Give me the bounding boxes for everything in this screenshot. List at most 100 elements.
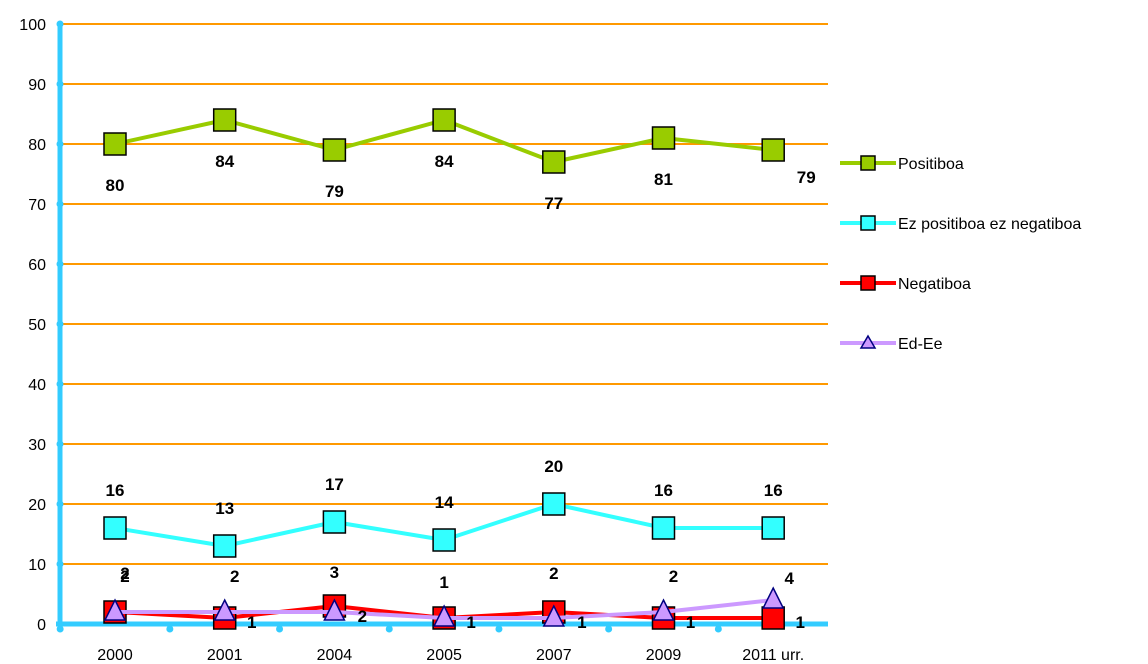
x-tick-mark (714, 625, 722, 633)
legend-label: Negatiboa (898, 276, 971, 293)
data-label-ez-positiboa-ez-negatiboa: 14 (435, 493, 454, 512)
data-label-positiboa: 79 (325, 182, 344, 201)
data-label-ez-positiboa-ez-negatiboa: 20 (544, 457, 563, 476)
legend-item-ez-positiboa-ez-negatiboa: Ez positiboa ez negatiboa (840, 215, 1081, 233)
data-point-positiboa (103, 132, 127, 156)
y-tick-mark (56, 560, 64, 568)
data-point-ez-positiboa-ez-negatiboa (103, 516, 127, 540)
data-label-ez-positiboa-ez-negatiboa: 16 (654, 481, 673, 500)
legend-marker (859, 334, 877, 349)
x-tick-mark (605, 625, 613, 633)
y-tick-mark (56, 260, 64, 268)
data-point-positiboa (322, 138, 347, 162)
data-label-ed-ee: 1 (439, 573, 448, 592)
data-label-negatiboa: 2 (549, 564, 558, 583)
data-point-ez-positiboa-ez-negatiboa (212, 534, 237, 558)
data-point-ed-ee (542, 604, 566, 627)
data-label-ed-ee: 2 (669, 567, 678, 586)
data-point-negatiboa (761, 606, 785, 630)
data-point-ed-ee (432, 604, 456, 627)
y-tick-label: 30 (28, 437, 46, 454)
y-tick-mark (56, 140, 64, 148)
legend-label: Ed-Ee (898, 336, 943, 353)
x-tick-label: 2005 (426, 647, 462, 664)
data-point-positiboa (651, 126, 676, 150)
y-tick-mark (56, 320, 64, 328)
y-tick-label: 60 (28, 257, 46, 274)
data-label-negatiboa: 2 (120, 564, 129, 583)
y-tick-label: 0 (37, 617, 46, 634)
data-point-positiboa (432, 108, 456, 132)
y-tick-mark (56, 200, 64, 208)
x-tick-label: 2011 urr. (742, 647, 804, 664)
y-tick-mark (56, 20, 64, 28)
data-label-positiboa: 84 (215, 152, 234, 171)
legend-item-positiboa: Positiboa (840, 155, 964, 173)
y-tick-label: 40 (28, 377, 46, 394)
data-label-ed-ee: 2 (358, 607, 367, 626)
x-tick-mark (495, 625, 503, 633)
x-tick-mark (385, 625, 393, 633)
data-label-ed-ee: 4 (784, 569, 794, 588)
y-tick-mark (56, 380, 64, 388)
x-tick-label: 2000 (97, 647, 133, 664)
data-label-ez-positiboa-ez-negatiboa: 13 (215, 499, 234, 518)
legend-marker (860, 275, 876, 291)
data-label-ez-positiboa-ez-negatiboa: 17 (325, 475, 344, 494)
data-label-negatiboa: 3 (330, 563, 339, 582)
data-point-ed-ee (652, 598, 675, 621)
x-tick-label: 2007 (536, 647, 572, 664)
axes: 0 10 20 30 40 50 60 70 80 90 100 2000 2001 2004 2005 20… (19, 17, 828, 664)
y-tick-label: 10 (28, 557, 46, 574)
data-point-ez-positiboa-ez-negatiboa (542, 492, 566, 516)
legend-label: Positiboa (898, 156, 964, 173)
x-tick-label: 2009 (646, 647, 682, 664)
data-point-positiboa (542, 150, 566, 174)
data-point-ed-ee (213, 598, 236, 621)
x-tick-label: 2001 (207, 647, 243, 664)
x-tick-mark (276, 625, 284, 633)
legend-item-ed-ee: Ed-Ee (840, 334, 943, 353)
data-point-positiboa (761, 138, 785, 162)
y-tick-mark (56, 500, 64, 508)
series-lines (103, 108, 785, 630)
data-label-positiboa: 81 (654, 170, 673, 189)
data-label-positiboa: 80 (106, 176, 125, 195)
gridlines (60, 23, 828, 565)
legend-label: Ez positiboa ez negatiboa (898, 216, 1081, 233)
data-point-ed-ee (761, 586, 785, 609)
legend-marker (860, 215, 876, 231)
legend-marker (860, 155, 876, 171)
y-tick-label: 80 (28, 137, 46, 154)
data-point-ez-positiboa-ez-negatiboa (651, 516, 676, 540)
data-point-ed-ee (323, 598, 346, 621)
x-tick-mark (166, 625, 174, 633)
y-tick-label: 90 (28, 77, 46, 94)
y-tick-mark (56, 80, 64, 88)
y-tick-label: 20 (28, 497, 46, 514)
x-tick-label: 2004 (317, 647, 353, 664)
data-label-ed-ee: 1 (577, 613, 586, 632)
y-tick-label: 100 (19, 17, 46, 34)
data-label-negatiboa: 1 (247, 613, 256, 632)
data-label-ez-positiboa-ez-negatiboa: 16 (106, 481, 125, 500)
data-label-ed-ee: 2 (230, 567, 239, 586)
data-label-positiboa: 79 (797, 168, 816, 187)
data-label-ez-positiboa-ez-negatiboa: 16 (764, 481, 783, 500)
data-label-negatiboa: 1 (686, 613, 695, 632)
y-tick-mark (56, 620, 64, 628)
data-point-ez-positiboa-ez-negatiboa (761, 516, 785, 540)
data-point-ez-positiboa-ez-negatiboa (322, 510, 347, 534)
data-label-ed-ee: 2 (120, 567, 129, 586)
y-tick-label: 50 (28, 317, 46, 334)
y-tick-label: 70 (28, 197, 46, 214)
legend-item-negatiboa: Negatiboa (840, 275, 971, 293)
y-tick-mark (56, 440, 64, 448)
data-label-negatiboa: 1 (795, 613, 804, 632)
data-label-positiboa: 77 (544, 194, 563, 213)
x-tick-mark (56, 625, 64, 633)
data-label-negatiboa: 1 (466, 613, 475, 632)
